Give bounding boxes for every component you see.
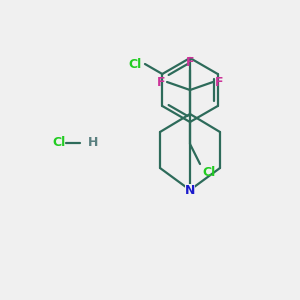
Text: H: H xyxy=(88,136,98,149)
Text: N: N xyxy=(185,184,195,196)
Text: F: F xyxy=(215,76,224,88)
Text: Cl: Cl xyxy=(129,58,142,70)
Text: F: F xyxy=(186,56,194,69)
Text: F: F xyxy=(157,76,165,88)
Text: Cl: Cl xyxy=(202,166,215,179)
Text: Cl: Cl xyxy=(52,136,65,149)
